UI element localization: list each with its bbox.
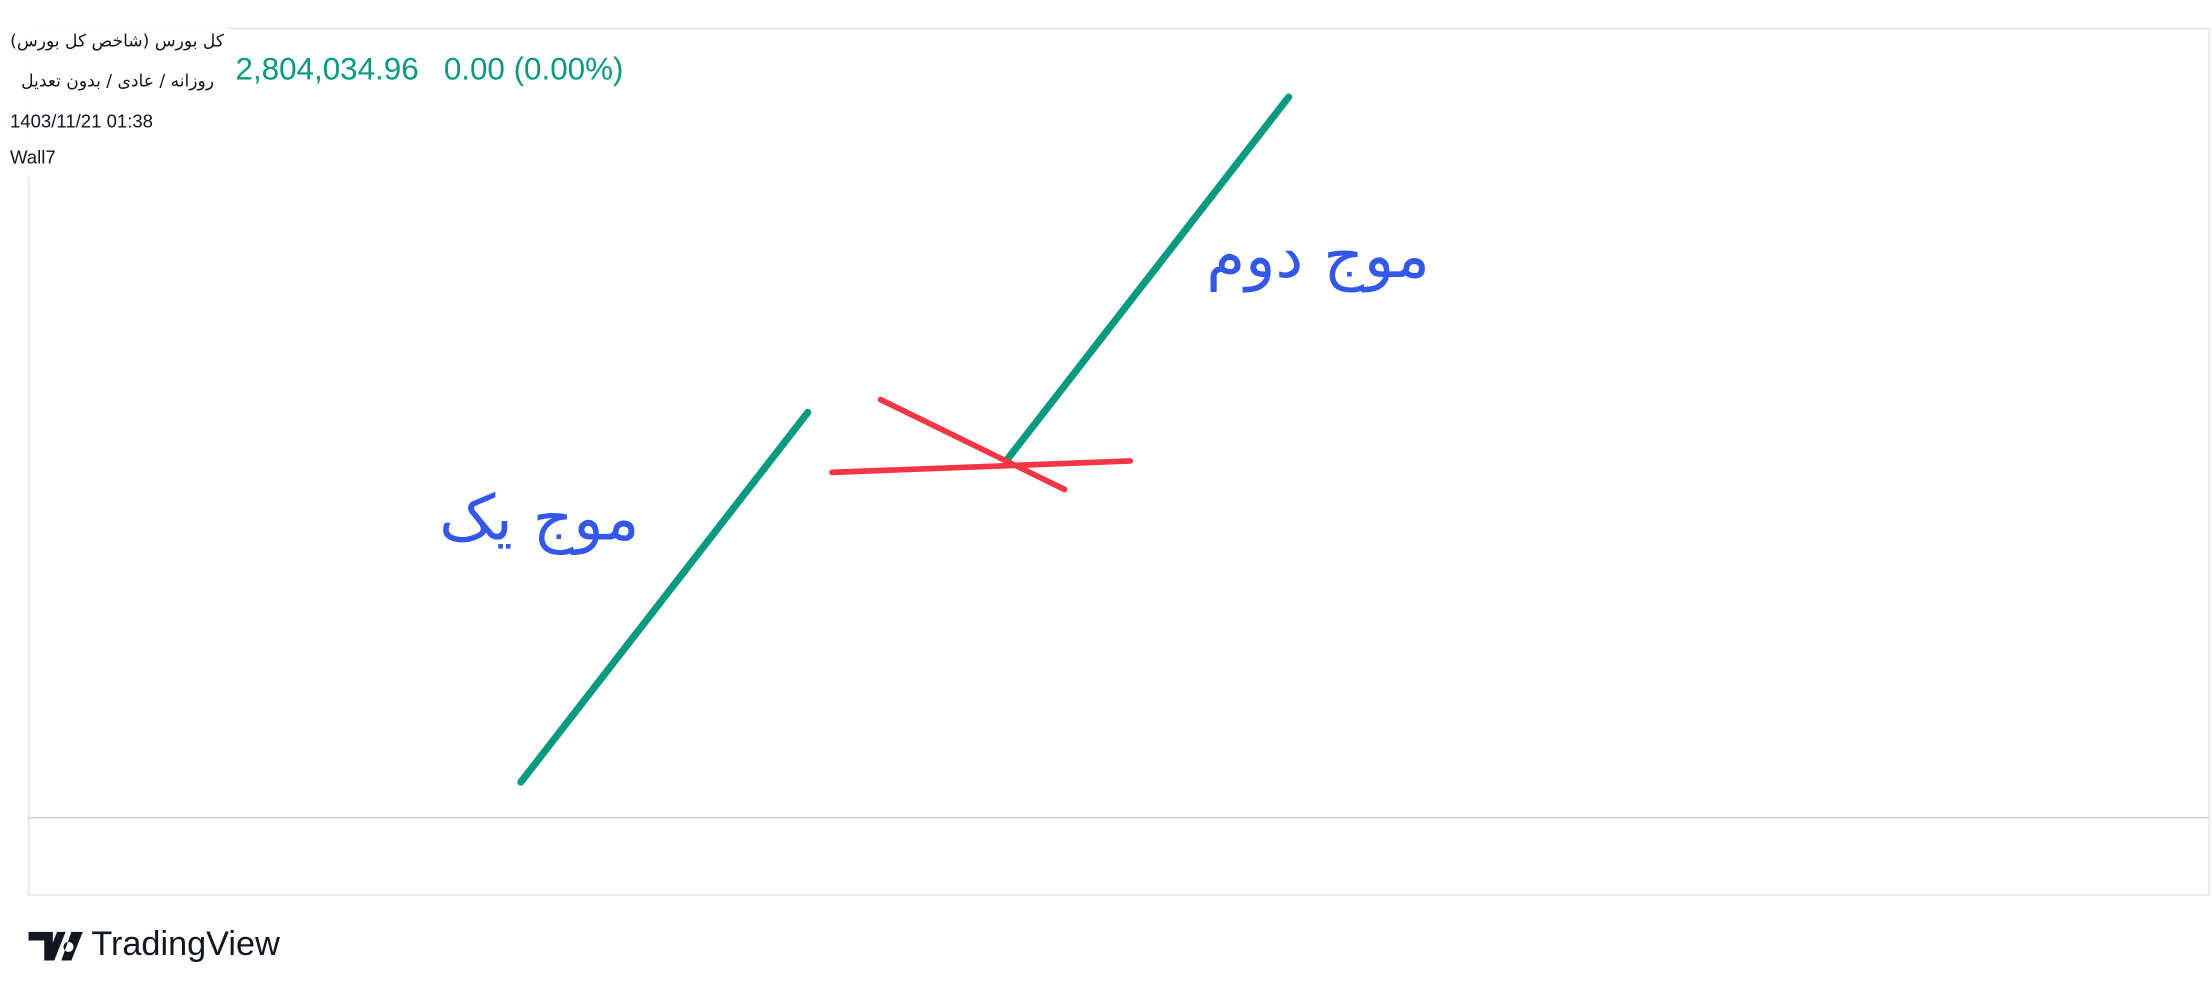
- price: 2,804,034.96: [235, 52, 418, 87]
- symbol: کل بورس (شاخص کل بورس): [10, 31, 225, 51]
- legend-bg: [0, 19, 229, 177]
- trend-line: [1002, 93, 1293, 465]
- drawings: موج یک موج دوم: [439, 93, 1430, 786]
- triangle-line: [829, 458, 1134, 476]
- chart-frame: [27, 27, 2210, 896]
- logo: [28, 931, 83, 961]
- author: Wall7: [10, 146, 56, 167]
- change: 0.00 (0.00%): [444, 52, 624, 87]
- interval: روزانه / عادی / بدون تعدیل: [21, 71, 214, 91]
- annotation: موج دوم: [1206, 219, 1430, 293]
- brand-name: TradingView: [91, 925, 280, 963]
- triangle-line: [877, 396, 1068, 493]
- trend-line: [517, 408, 812, 786]
- datetime: 1403/11/21 01:38: [10, 111, 153, 132]
- brand: TradingView: [28, 925, 280, 963]
- annotation: موج یک: [439, 481, 639, 555]
- legend: کل بورس (شاخص کل بورس) روزانه / عادی / ب…: [0, 19, 624, 177]
